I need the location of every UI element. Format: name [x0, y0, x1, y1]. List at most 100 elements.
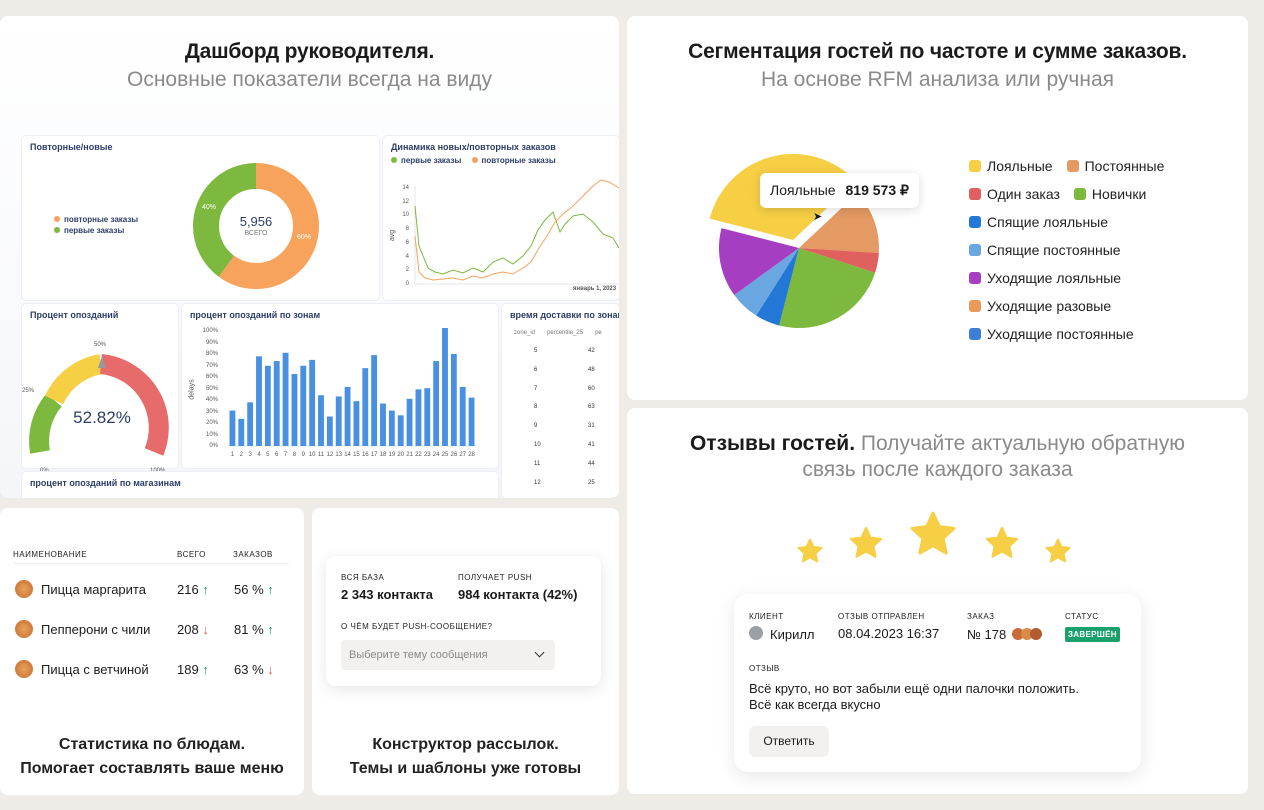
pizza-icon [15, 660, 33, 678]
bar-chart: 1 2 3 4 5 6 7 8 9 10 11 12 13 14 15 16 17 18 19 20 21 22 23 24 2… [228, 328, 476, 458]
star-icon[interactable] [908, 509, 958, 559]
bar-zone-3 [247, 402, 254, 446]
legend-label: Спящие лояльные [987, 214, 1109, 230]
bar-zone-19 [388, 410, 395, 446]
line-legend: первые заказы повторные заказы [391, 156, 556, 165]
table-row[interactable]: Пицца с ветчиной 189 ↑ 63 % ↓ [13, 658, 289, 698]
pie-slice-4[interactable] [779, 248, 876, 328]
reviews-card: Отзывы гостей. Получайте актуальную обра… [627, 408, 1248, 794]
delivery-headers: zone_id percentile_25 pe [514, 330, 602, 336]
legend-row: Уходящие лояльные [969, 264, 1239, 292]
segments-subtitle: На основе RFM анализа или ручная [760, 68, 1115, 91]
gauge-tick-0: 0% [40, 468, 49, 474]
table-row[interactable]: Пепперони с чили 208 ↓ 81 % ↑ [13, 618, 289, 658]
reviews-title-line2: связь после каждого заказа [802, 458, 1073, 481]
push-question: О ЧЁМ БУДЕТ PUSH-СООБЩЕНИЕ? [341, 622, 493, 631]
bar-x-tick: 21 [406, 452, 413, 458]
pie-slice-7[interactable] [719, 228, 799, 296]
dishes-table: Пицца маргарита 216 ↑ 56 % ↑ Пепперони с… [13, 578, 289, 698]
bar-x-tick: 15 [353, 452, 360, 458]
bar-zone-15 [353, 401, 360, 446]
segments-card: Сегментация гостей по частоте и сумме за… [627, 16, 1248, 400]
bar-zone-2 [238, 418, 245, 446]
bar-x-tick: 8 [293, 452, 297, 458]
bar-zone-22 [415, 389, 422, 446]
legend-label: Лояльные [987, 158, 1053, 174]
bar-zone-4 [256, 356, 262, 446]
reply-button[interactable]: Ответить [749, 726, 829, 757]
line-yticks: 14 12 10 8 6 4 2 0 [402, 185, 409, 287]
donut-title: Повторные/новые [30, 142, 113, 152]
legend-swatch [969, 188, 981, 200]
legend-row: Уходящие разовые [969, 292, 1239, 320]
bar-zone-1 [229, 410, 236, 446]
legend-row: Спящие лояльные [969, 208, 1239, 236]
legend-item-first: первые заказы [54, 225, 138, 236]
dish-name: Пицца маргарита [41, 582, 146, 597]
legend-row: Спящие постоянные [969, 236, 1239, 264]
bar-zone-5 [264, 365, 271, 446]
review-text-2: Всё как всегда вкусно [749, 697, 881, 712]
legend-swatch [969, 160, 981, 172]
bar-x-tick: 17 [371, 452, 378, 458]
topic-select[interactable]: Выберите тему сообщения [341, 640, 555, 670]
bar-x-tick: 3 [248, 452, 252, 458]
segments-title: Сегментация гостей по частоте и сумме за… [688, 40, 1187, 63]
table-row: 11 44 [534, 460, 595, 467]
donut-chart [193, 163, 319, 289]
client-label: КЛИЕНТ [749, 612, 784, 621]
dish-orders: 81 % ↑ [234, 622, 274, 637]
bar-zone-11 [318, 395, 324, 446]
star-icon[interactable] [796, 537, 824, 565]
gauge-tick-50: 50% [94, 342, 107, 348]
dishes-header-name: НАИМЕНОВАНИЕ [13, 550, 88, 559]
bar-zone-20 [397, 415, 404, 446]
bar-zone-27 [459, 387, 466, 446]
star-icon[interactable] [1044, 537, 1072, 565]
bar-x-tick: 19 [389, 452, 396, 458]
avatar [749, 626, 763, 640]
gauge-tick-25: 25% [22, 388, 35, 394]
donut-pct-right: 60% [297, 234, 312, 241]
mailing-panel: ВСЯ БАЗА 2 343 контакта ПОЛУЧАЕТ PUSH 98… [326, 556, 601, 686]
legend-label: Уходящие постоянные [987, 326, 1134, 342]
donut-pct-left: 40% [202, 204, 217, 211]
bar-yticks: 100% 90% 80% 70% 60% 50% 40% 30% 20% 10% 0% [202, 328, 218, 449]
legend-swatch [969, 328, 981, 340]
push-value: 984 контакта (42%) [458, 587, 578, 602]
dish-name: Пицца с ветчиной [41, 662, 149, 677]
bar-x-tick: 4 [257, 452, 261, 458]
bar-x-tick: 7 [284, 452, 288, 458]
table-row: 8 63 [534, 404, 595, 411]
gauge-value: 52.82% [73, 408, 131, 427]
pie-slice-2[interactable] [799, 193, 879, 254]
dish-orders: 63 % ↓ [234, 662, 274, 677]
bar-zone-18 [380, 403, 386, 446]
star-icon[interactable] [848, 525, 884, 561]
donut-widget: Повторные/новые повторные заказы первые … [22, 136, 379, 300]
pizza-icon [15, 580, 33, 598]
dishes-header: НАИМЕНОВАНИЕ ВСЕГО ЗАКАЗОВ [13, 550, 289, 564]
pie-slice-6[interactable] [734, 248, 799, 316]
pizza-icon [1012, 628, 1042, 640]
table-row[interactable]: Пицца маргарита 216 ↑ 56 % ↑ [13, 578, 289, 618]
client-name: Кирилл [770, 627, 815, 642]
reviews-title-line1: Отзывы гостей. Получайте актуальную обра… [689, 432, 1186, 455]
legend-label: Один заказ [987, 186, 1060, 202]
star-icon[interactable] [984, 525, 1020, 561]
bar-x-tick: 25 [442, 452, 449, 458]
bar-zone-14 [344, 387, 351, 446]
sent-label: ОТЗЫВ ОТПРАВЛЕН [838, 612, 925, 621]
segments-legend: Лояльные Постоянные Один заказ Новички Спящи… [969, 152, 1239, 348]
legend-row: Один заказ Новички [969, 180, 1239, 208]
bar-x-tick: 27 [459, 452, 466, 458]
dishes-header-total: ВСЕГО [177, 550, 206, 559]
pie-slice-3[interactable] [799, 248, 879, 273]
bar-zone-6 [273, 361, 280, 446]
chevron-down-icon [534, 647, 545, 658]
legend-label: Спящие постоянные [987, 242, 1121, 258]
bar-x-tick: 6 [275, 452, 279, 458]
review-text-1: Всё круто, но вот забыли ещё одни палочк… [749, 681, 1080, 696]
gauge-widget: Процент опозданий 52.82% 50% 25% 0% 100% [22, 304, 178, 474]
pie-slice-5[interactable] [756, 248, 799, 326]
